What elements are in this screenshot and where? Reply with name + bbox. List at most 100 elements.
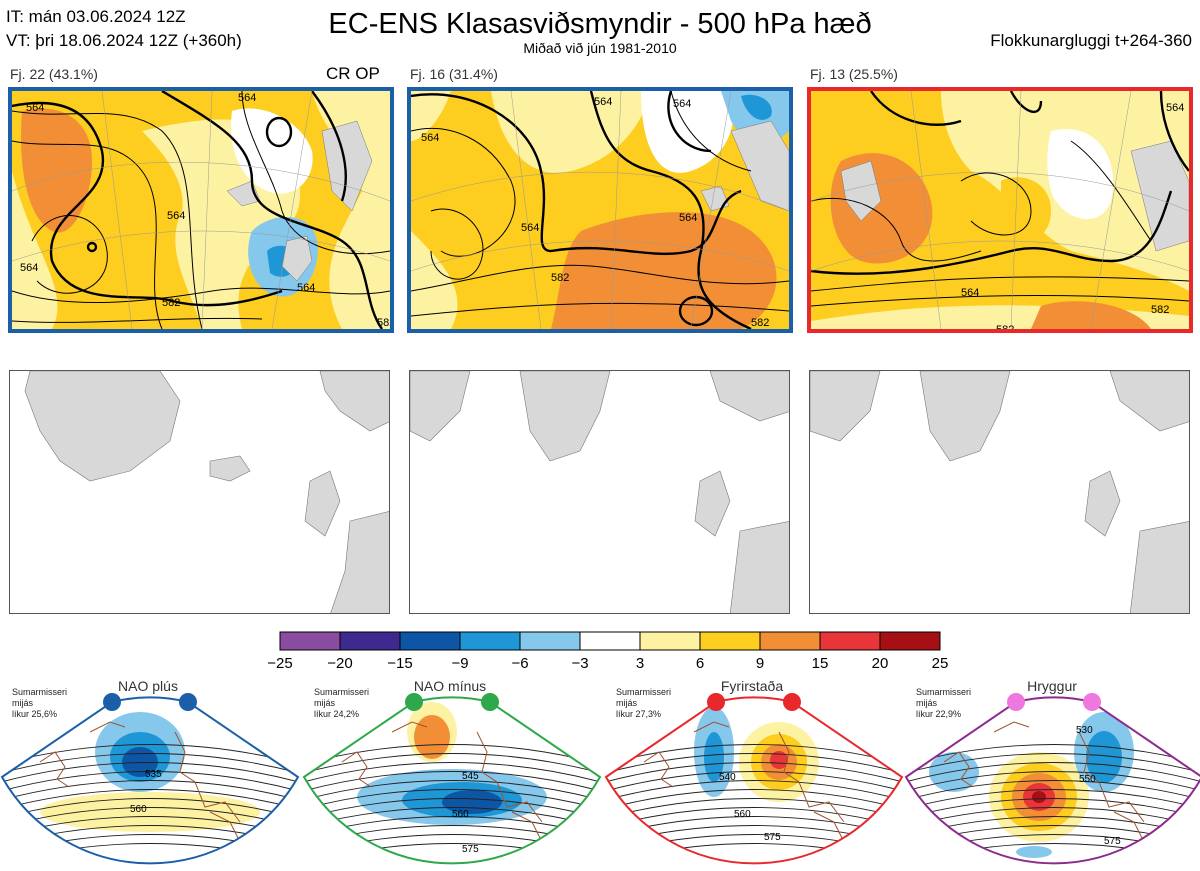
regime-note-line: mijás	[916, 698, 938, 708]
regime-note-line: mijás	[314, 698, 336, 708]
colorbar-tick-label: 15	[811, 655, 829, 672]
contour-label: 564	[1166, 102, 1184, 114]
colorbar-tick-label: 9	[755, 655, 765, 672]
anomaly-blob	[40, 792, 260, 832]
height-contour	[2, 789, 298, 813]
cluster-map-2-svg: 564 564 564 564 582 564 582	[411, 91, 789, 329]
height-contour	[2, 771, 298, 795]
initial-time: IT: mán 03.06.2024 12Z	[6, 7, 186, 26]
contour-label: 530	[1076, 725, 1093, 736]
contour-label: 582	[377, 317, 390, 329]
placeholder-map-3	[809, 370, 1190, 614]
page-title: EC-ENS Klasasviðsmyndir - 500 hPa hæð	[328, 8, 872, 40]
anomaly-blob	[442, 790, 502, 814]
regime-note-line: Sumarmisseri	[916, 687, 972, 697]
colorbar-swatch	[399, 631, 461, 651]
height-contour	[606, 771, 902, 795]
contour-label: 582	[751, 317, 769, 329]
cluster-map-1-svg: 564 564 564 564 582 564 582	[12, 91, 390, 329]
anomaly-blob	[1016, 846, 1052, 858]
placeholder-map-3-svg	[810, 371, 1189, 613]
colorbar-swatch	[639, 631, 701, 651]
height-contour	[606, 798, 902, 822]
regime-note: Sumarmisseri mijás líkur 22,9%	[916, 687, 971, 720]
regime-map: 540 560 575	[604, 693, 904, 865]
contour-label: 550	[1079, 774, 1096, 785]
regime-frame	[904, 696, 1200, 865]
regime-dot	[179, 693, 197, 711]
cluster-tag-1: CR OP	[326, 64, 380, 83]
contour-label: 540	[719, 772, 736, 783]
regime-dot	[103, 693, 121, 711]
contour-label: 564	[26, 102, 44, 114]
contour-label: 575	[764, 832, 781, 843]
height-contour	[906, 789, 1200, 813]
regime-note-line: líkur 24,2%	[314, 709, 360, 719]
regime-map: 535 560	[0, 693, 300, 865]
regime-note-line: mijás	[616, 698, 638, 708]
regime-note-line: Sumarmisseri	[12, 687, 68, 697]
regime-title: Hryggur	[1027, 678, 1077, 694]
cluster-map-3-svg: 564 564 582 582	[811, 91, 1189, 329]
regime-dot	[481, 693, 499, 711]
cluster-map-1: 564 564 564 564 582 564 582	[8, 87, 394, 333]
contour-label: 582	[996, 324, 1014, 329]
classification-window: Flokkunargluggi t+264-360	[990, 31, 1192, 50]
coastline	[643, 721, 870, 843]
height-contour	[606, 789, 902, 813]
anomaly-blob	[770, 751, 788, 769]
contour-label: 545	[462, 771, 479, 782]
regime-note: Sumarmisseri mijás líkur 25,6%	[12, 687, 67, 720]
regime-dot	[783, 693, 801, 711]
height-contour	[906, 780, 1200, 804]
regime-map: 545 560 575	[302, 693, 602, 865]
colorbar-tick-label: −20	[327, 655, 353, 672]
anomaly-blob	[1086, 731, 1122, 783]
anomaly-blob	[414, 715, 450, 759]
colorbar-swatch	[879, 631, 941, 651]
height-contour	[2, 762, 298, 786]
regime-dot	[707, 693, 725, 711]
colorbar-swatch	[819, 631, 881, 651]
contour-label: 575	[462, 844, 479, 855]
contour-label: 582	[162, 297, 180, 309]
contour-label: 560	[734, 809, 751, 820]
regime-map: 530 550 575	[904, 693, 1200, 865]
colorbar-swatch	[519, 631, 581, 651]
height-contour	[304, 798, 600, 822]
height-contour	[304, 789, 600, 813]
regime-title: NAO plús	[118, 678, 178, 694]
colorbar-tick-label: −15	[387, 655, 413, 672]
contour-label: 564	[673, 98, 691, 110]
height-contour	[304, 780, 600, 804]
colorbar	[279, 631, 941, 651]
regime-dot	[1083, 693, 1101, 711]
height-contour	[2, 798, 298, 822]
regime-note-line: líkur 25,6%	[12, 709, 58, 719]
regime-title: NAO mínus	[413, 678, 487, 694]
contour-label: 582	[1151, 304, 1169, 316]
colorbar-tick-label: −3	[571, 655, 589, 672]
height-contour	[906, 762, 1200, 786]
contour-label: 564	[961, 287, 979, 299]
height-contour	[606, 780, 902, 804]
coastline	[341, 721, 568, 843]
contour-label: 575	[1104, 836, 1121, 847]
contour-label: 564	[20, 262, 38, 274]
contour-label: 564	[297, 282, 315, 294]
anomaly-blob	[929, 752, 979, 792]
colorbar-tick-label: −6	[511, 655, 529, 672]
regime-dot	[1007, 693, 1025, 711]
contour-label: 564	[421, 132, 439, 144]
colorbar-tick-label: 20	[871, 655, 889, 672]
height-contour	[606, 753, 902, 777]
regime-note: Sumarmisseri mijás líkur 24,2%	[314, 687, 369, 720]
page-subtitle: Miðað við jún 1981-2010	[523, 40, 677, 56]
regime-dot	[405, 693, 423, 711]
valid-time: VT: þri 18.06.2024 12Z (+360h)	[6, 31, 242, 50]
contour-label: 560	[130, 804, 147, 815]
placeholder-map-2	[409, 370, 790, 614]
contour-label: 564	[521, 222, 539, 234]
contour-label: 582	[551, 272, 569, 284]
regime-frame	[0, 696, 300, 865]
